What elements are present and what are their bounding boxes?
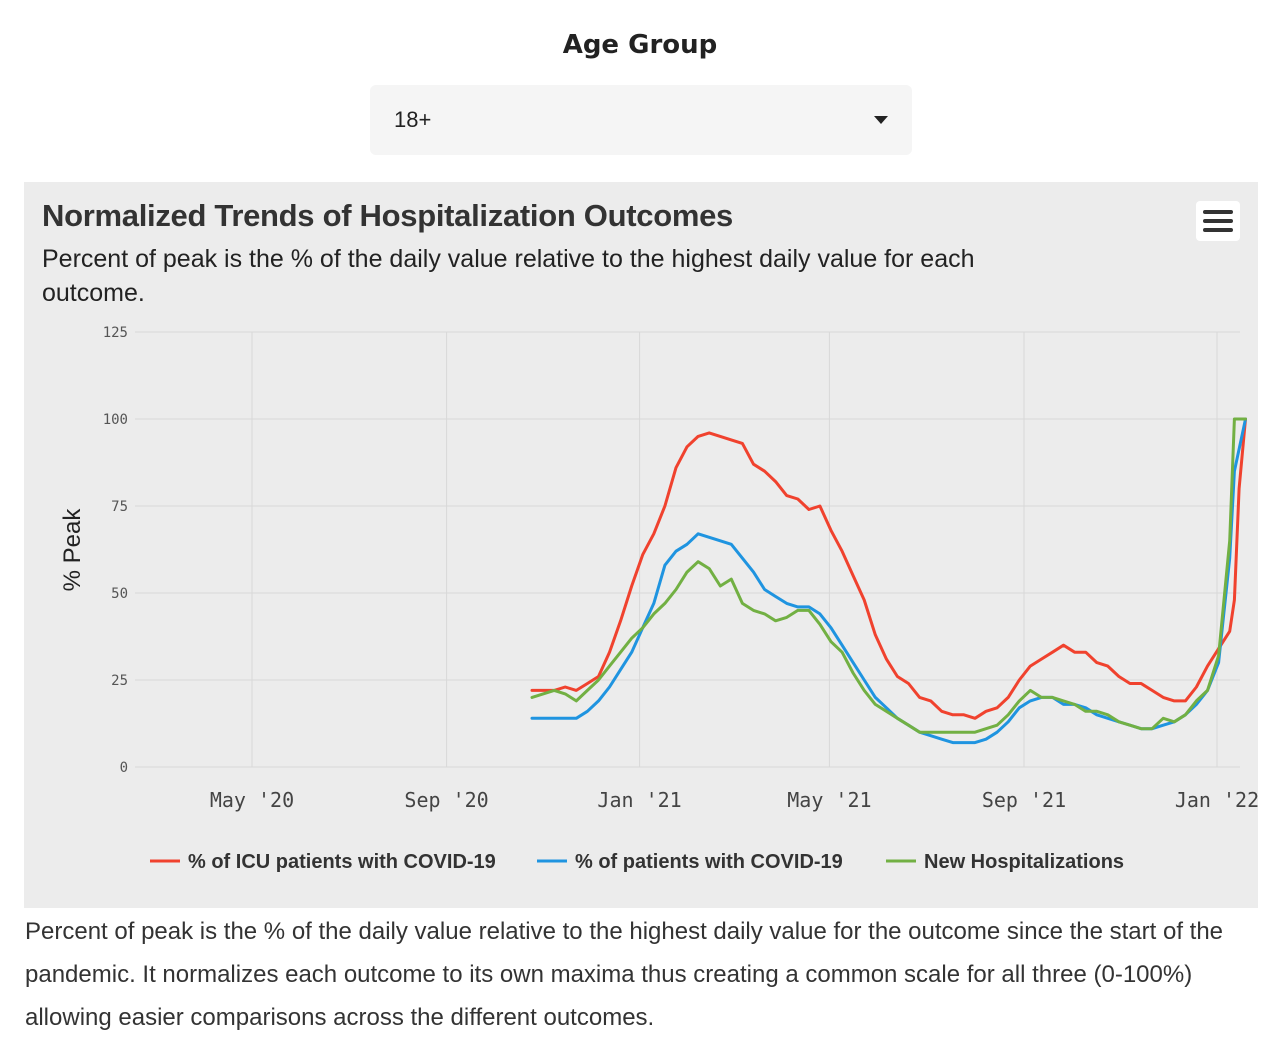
chart-subtitle: Percent of peak is the % of the daily va…: [42, 245, 975, 307]
y-tick-label: 75: [111, 499, 128, 515]
menu-bar: [1203, 228, 1233, 232]
legend-item-label: % of patients with COVID-19: [575, 851, 843, 873]
y-tick-label: 50: [111, 586, 128, 602]
legend-item-label: New Hospitalizations: [924, 851, 1124, 873]
chart-menu-button[interactable]: [1196, 201, 1240, 241]
legend-item-label: % of ICU patients with COVID-19: [188, 851, 496, 873]
series-line-1: [530, 417, 1247, 720]
chart-title: Normalized Trends of Hospitalization Out…: [42, 198, 733, 233]
y-axis-label: % Peak: [59, 508, 86, 592]
grid-lines: [135, 331, 1240, 768]
x-tick-label: Sep '21: [982, 788, 1066, 812]
y-tick-label: 0: [120, 760, 128, 776]
y-tick-label: 25: [111, 673, 128, 689]
age-group-selected-value: 18+: [394, 107, 432, 132]
y-tick-label: 125: [103, 325, 128, 341]
age-group-select[interactable]: 18+: [370, 85, 912, 155]
axes: 0 25 50 75 100 125 May '20 Sep '20 Jan '21 May '2…: [59, 325, 1259, 812]
age-group-label: Age Group: [562, 30, 718, 60]
y-tick-label: 100: [103, 412, 128, 428]
series-lines: [530, 417, 1247, 745]
series-line-2: [530, 417, 1247, 745]
menu-bar: [1203, 219, 1233, 223]
chart-panel: [24, 182, 1258, 908]
legend: % of ICU patients with COVID-19 % of pati…: [150, 851, 1124, 873]
x-tick-label: Jan '22: [1175, 788, 1259, 812]
chevron-down-icon: [874, 116, 888, 124]
x-tick-label: Sep '20: [404, 788, 488, 812]
x-tick-label: May '20: [210, 788, 294, 812]
series-line-3: [530, 417, 1247, 734]
footnote-text: Percent of peak is the % of the daily va…: [25, 918, 1224, 1031]
menu-bar: [1203, 210, 1233, 214]
x-tick-label: May '21: [787, 788, 871, 812]
x-tick-label: Jan '21: [597, 788, 681, 812]
